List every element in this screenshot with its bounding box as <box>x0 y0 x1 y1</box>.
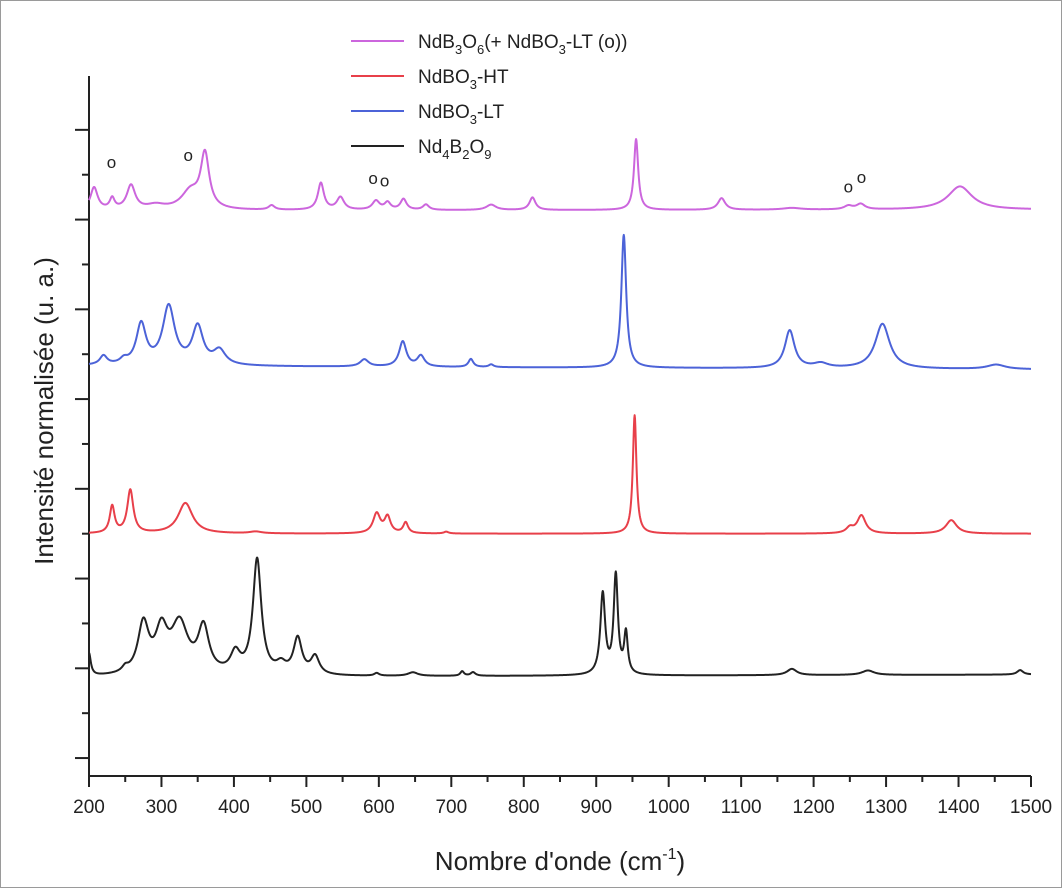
x-tick-label: 300 <box>146 797 178 818</box>
peak-marker: o <box>107 153 116 172</box>
peak-marker: o <box>380 171 389 190</box>
peak-marker: o <box>844 177 853 196</box>
x-tick-label: 500 <box>291 797 323 818</box>
legend-label: Nd4B2O9 <box>418 137 491 162</box>
x-tick-label: 1500 <box>1010 797 1052 818</box>
legend-label: NdB3O6(+ NdBO3-LT (o)) <box>418 32 627 57</box>
x-tick-label: 700 <box>435 797 467 818</box>
legend-label: NdBO3-LT <box>418 102 504 127</box>
series-line-1 <box>88 414 1032 535</box>
y-ticks <box>75 128 89 760</box>
x-tick-label: 1000 <box>648 797 690 818</box>
x-tick-label: 200 <box>73 797 105 818</box>
x-axis-title: Nombre d'onde (cm-1) <box>435 846 685 876</box>
x-ticks <box>88 776 1032 787</box>
legend-label: NdBO3-HT <box>418 67 509 92</box>
axes <box>88 76 1031 777</box>
peak-marker: o <box>184 146 193 165</box>
x-tick-label: 400 <box>218 797 250 818</box>
peak-markers: o oo o oo <box>107 146 866 196</box>
x-tick-label: 800 <box>508 797 540 818</box>
x-tick-label: 1300 <box>865 797 907 818</box>
x-tick-labels: 200 300 400 500 600 700 800 900 1000 1100 1200 1300… <box>73 797 1052 818</box>
series-line-3 <box>88 556 1032 677</box>
series-layer <box>88 138 1032 677</box>
x-tick-label: 1200 <box>792 797 834 818</box>
x-tick-label: 600 <box>363 797 395 818</box>
peak-marker: o <box>857 168 866 187</box>
series-line-2 <box>88 233 1032 370</box>
y-axis-title: Intensité normalisée (u. a.) <box>29 257 59 565</box>
peak-marker: o <box>368 169 377 188</box>
x-tick-label: 1100 <box>721 797 762 818</box>
series-line-0 <box>88 138 1032 211</box>
x-tick-label: 900 <box>580 797 612 818</box>
legend: NdB3O6(+ NdBO3-LT (o)) NdBO3-HT NdBO3-LT Nd… <box>351 32 627 162</box>
x-tick-label: 1400 <box>937 797 979 818</box>
